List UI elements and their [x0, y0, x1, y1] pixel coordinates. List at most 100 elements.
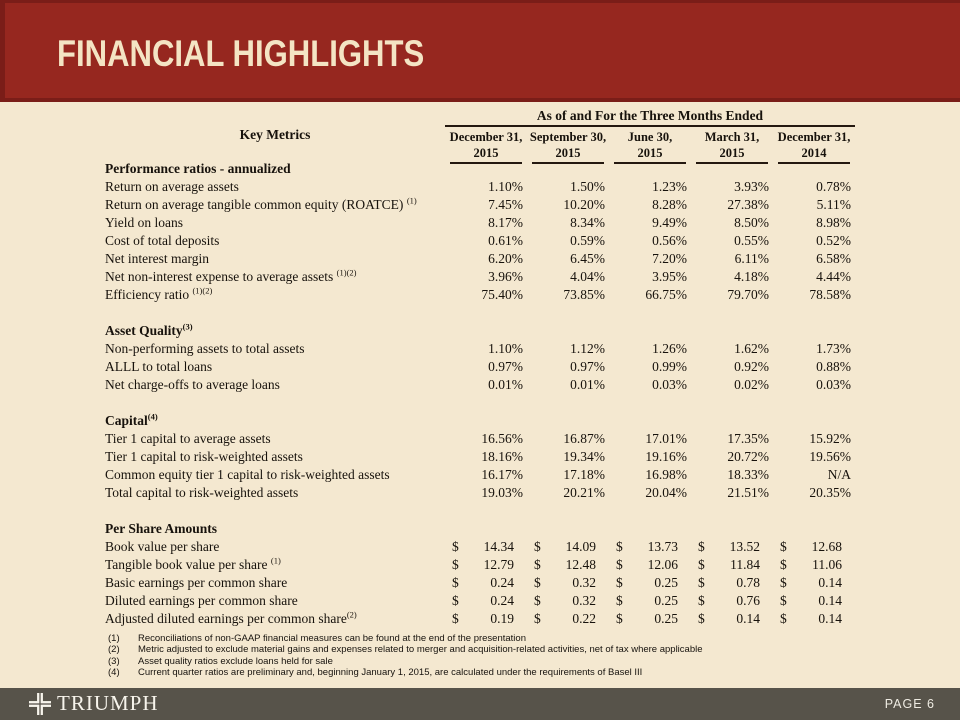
table-row: Net interest margin 6.20% 6.45% 7.20% 6.11% 6… — [105, 250, 855, 268]
slide-footer: TRIUMPH PAGE 6 — [0, 688, 960, 720]
currency-symbol: $ — [698, 611, 705, 626]
cell-number: 0.14 — [818, 593, 842, 608]
cell-value: $0.14 — [691, 611, 773, 627]
row-label: Common equity tier 1 capital to risk-wei… — [105, 467, 390, 482]
section-row: Performance ratios - annualized — [105, 160, 855, 178]
footnote: (4) Current quarter ratios are prelimina… — [108, 667, 868, 678]
cell-value: 6.11% — [734, 251, 769, 266]
column-date: December 31, — [449, 130, 523, 144]
table-row: Tier 1 capital to average assets 16.56% 16… — [105, 430, 855, 448]
brand-name: TRIUMPH — [57, 691, 159, 715]
cell-value: 6.20% — [488, 251, 523, 266]
cell-value: 0.56% — [652, 233, 687, 248]
financial-table: Key Metrics As of and For the Three Mont… — [105, 108, 855, 628]
cell-value: 0.55% — [734, 233, 769, 248]
table-body: Performance ratios - annualized Return on… — [105, 160, 855, 628]
row-label: Net non-interest expense to average asse… — [105, 267, 357, 284]
currency-symbol: $ — [698, 575, 705, 590]
cell-value: 18.16% — [481, 449, 523, 464]
cell-value: $12.68 — [773, 539, 855, 555]
table-row: Book value per share $14.34 $14.09 $13.73 $1… — [105, 538, 855, 556]
cell-value: $0.14 — [773, 593, 855, 609]
table-row: Common equity tier 1 capital to risk-wei… — [105, 466, 855, 484]
cell-value: 4.04% — [570, 269, 605, 284]
currency-symbol: $ — [616, 611, 623, 626]
cell-value: 16.56% — [481, 431, 523, 446]
column-year: 2015 — [696, 146, 768, 164]
column-date: December 31, — [777, 130, 851, 144]
footnote-text: Reconciliations of non-GAAP financial me… — [138, 633, 526, 644]
section-row: Per Share Amounts — [105, 520, 855, 538]
currency-symbol: $ — [698, 593, 705, 608]
currency-symbol: $ — [616, 575, 623, 590]
cell-value: 19.56% — [809, 449, 851, 464]
cell-value: 0.59% — [570, 233, 605, 248]
table-row: Tangible book value per share (1) $12.79 $… — [105, 556, 855, 574]
column-date: September 30, — [529, 130, 607, 144]
footnote-text: Metric adjusted to exclude material gain… — [138, 644, 703, 656]
row-label: Adjusted diluted earnings per common sha… — [105, 609, 357, 626]
cell-value: $0.32 — [527, 593, 609, 609]
row-label: Total capital to risk-weighted assets — [105, 485, 299, 500]
cell-value: 9.49% — [652, 215, 687, 230]
currency-symbol: $ — [616, 557, 623, 572]
row-label: Per Share Amounts — [105, 521, 218, 536]
cell-value: 0.61% — [488, 233, 523, 248]
cell-value: $0.76 — [691, 593, 773, 609]
footnote-number: (1) — [108, 633, 120, 644]
spacer-row — [105, 304, 855, 322]
cell-value: 4.18% — [734, 269, 769, 284]
footnote: (2) Metric adjusted to exclude material … — [108, 644, 868, 655]
cell-number: 0.78 — [736, 575, 760, 590]
column-header: December 31, 2014 — [773, 127, 855, 164]
cell-value: 0.03% — [652, 377, 687, 392]
currency-symbol: $ — [534, 539, 541, 554]
cell-value: 75.40% — [481, 287, 523, 302]
date-columns-header: As of and For the Three Months Ended Dec… — [445, 108, 855, 164]
footnote-ref: (1)(2) — [336, 267, 357, 278]
cell-number: 14.34 — [483, 539, 514, 554]
cell-number: 0.24 — [490, 575, 514, 590]
table-row: Total capital to risk-weighted assets 19.… — [105, 484, 855, 502]
currency-symbol: $ — [452, 593, 459, 608]
footnote-ref: (1) — [270, 555, 281, 566]
row-label: Performance ratios - annualized — [105, 161, 291, 176]
cell-value: $12.79 — [445, 557, 527, 573]
cell-value: 0.01% — [570, 377, 605, 392]
table-row: Adjusted diluted earnings per common sha… — [105, 610, 855, 628]
cell-value: $0.25 — [609, 575, 691, 591]
column-headers: December 31, 2015 September 30, 2015 Jun… — [445, 127, 855, 164]
brand-logo: TRIUMPH — [29, 693, 159, 715]
page-number: PAGE 6 — [884, 697, 935, 711]
footnote: (3) Asset quality ratios exclude loans h… — [108, 656, 868, 667]
row-label: Capital(4) — [105, 411, 158, 428]
row-label: Basic earnings per common share — [105, 575, 288, 590]
column-date: March 31, — [704, 130, 760, 144]
table-row: Diluted earnings per common share $0.24 $0… — [105, 592, 855, 610]
column-year: 2015 — [450, 146, 522, 164]
triumph-cross-icon — [29, 693, 51, 715]
cell-value: 20.21% — [563, 485, 605, 500]
row-label: Cost of total deposits — [105, 233, 220, 248]
cell-value: 0.78% — [816, 179, 851, 194]
cell-value: 21.51% — [727, 485, 769, 500]
cell-value: 15.92% — [809, 431, 851, 446]
cell-value: 5.11% — [816, 197, 851, 212]
cell-value: 66.75% — [645, 287, 687, 302]
row-label: Net charge-offs to average loans — [105, 377, 280, 392]
row-label: Return on average assets — [105, 179, 239, 194]
cell-number: 0.25 — [654, 611, 678, 626]
currency-symbol: $ — [534, 557, 541, 572]
cell-value: 0.01% — [488, 377, 523, 392]
cell-value: $0.19 — [445, 611, 527, 627]
row-label: Book value per share — [105, 539, 220, 554]
cell-value: 19.03% — [481, 485, 523, 500]
cell-value: $0.14 — [773, 575, 855, 591]
currency-symbol: $ — [698, 557, 705, 572]
cell-number: 0.76 — [736, 593, 760, 608]
cell-value: N/A — [827, 467, 851, 482]
cell-value: 18.33% — [727, 467, 769, 482]
currency-symbol: $ — [780, 611, 787, 626]
cell-number: 12.06 — [647, 557, 678, 572]
cell-number: 0.32 — [572, 575, 596, 590]
